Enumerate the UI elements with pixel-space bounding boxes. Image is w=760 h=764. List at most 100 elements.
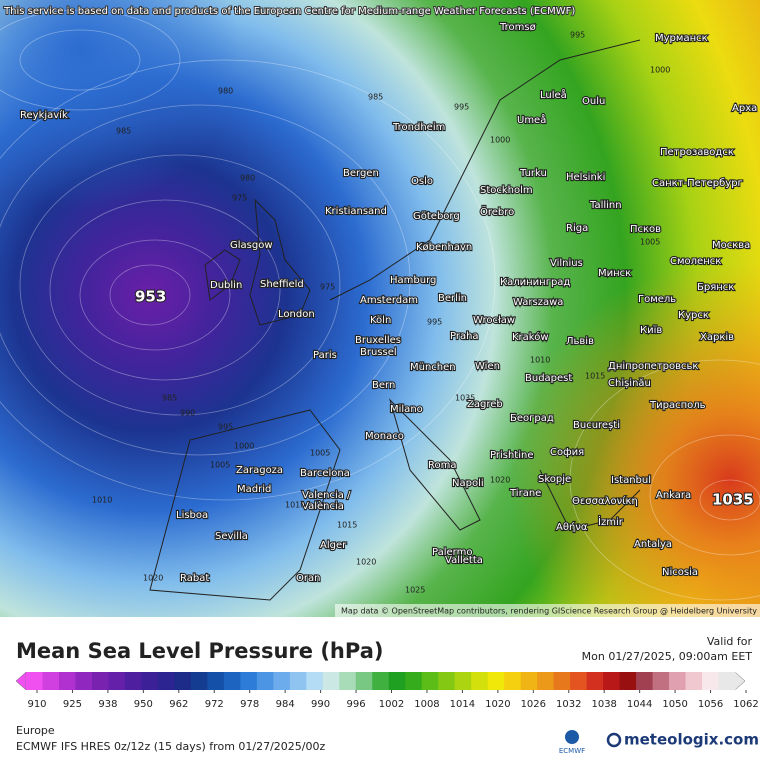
colorbar-tick-label: 1032 — [556, 699, 581, 710]
city-label: Kraków — [512, 331, 549, 343]
pressure-label: 1025 — [405, 586, 425, 595]
color-step — [438, 672, 456, 690]
model-info: ECMWF IFS HRES 0z/12z (15 days) from 01/… — [16, 740, 326, 753]
colorbar-tick-label: 1038 — [591, 699, 616, 710]
city-label: Prishtine — [490, 450, 533, 461]
colorbar-tick-label: 938 — [98, 699, 117, 710]
city-label: Bern — [372, 380, 395, 391]
city-label: Wrocław — [473, 315, 515, 326]
colorbar-tick-label: 1020 — [485, 699, 510, 710]
color-step — [603, 672, 621, 690]
color-step — [652, 672, 670, 690]
color-step — [388, 672, 406, 690]
pressure-label: 995 — [218, 423, 233, 432]
city-label: Örebro — [480, 205, 514, 218]
pressure-label: 1020 — [356, 558, 376, 567]
city-label: Nicosia — [662, 567, 698, 578]
colorbar-tick-label: 1002 — [379, 699, 404, 710]
pressure-label: 975 — [320, 283, 335, 292]
colorbar-tick-label: 1014 — [450, 699, 475, 710]
pressure-label: 1005 — [640, 238, 660, 247]
city-label: Bruxelles — [355, 335, 401, 346]
city-label: Псков — [630, 224, 661, 235]
logo-icon — [565, 730, 579, 744]
color-step — [58, 672, 76, 690]
city-label: Львів — [566, 335, 594, 347]
city-label: Мурманск — [655, 33, 708, 44]
city-label: Milano — [390, 404, 423, 415]
pressure-label: 1000 — [650, 66, 670, 75]
color-step — [487, 672, 505, 690]
city-label: Москва — [712, 240, 750, 251]
color-step — [289, 672, 307, 690]
color-step — [355, 672, 373, 690]
color-step — [718, 672, 736, 690]
pressure-label: 1020 — [143, 574, 163, 583]
city-label: Tromsø — [499, 22, 536, 33]
pressure-label: 1000 — [490, 136, 510, 145]
color-step — [471, 672, 489, 690]
city-label: Amsterdam — [360, 295, 418, 306]
city-label: Київ — [640, 325, 662, 336]
pressure-label: 995 — [454, 103, 469, 112]
color-step — [636, 672, 654, 690]
pressure-label: 1005 — [210, 461, 230, 470]
colorbar-tick-label: 1026 — [521, 699, 546, 710]
color-step — [405, 672, 423, 690]
pressure-label: 985 — [368, 93, 383, 102]
city-label: Antalya — [634, 539, 672, 550]
city-label: Tallinn — [589, 200, 622, 211]
colorbar-tick-label: 950 — [134, 699, 153, 710]
color-step — [586, 672, 604, 690]
pressure-label: 1010 — [530, 356, 550, 365]
pressure-label: 1015 — [585, 372, 605, 381]
city-label: Alger — [320, 540, 347, 551]
colorbar-tick-label: 1056 — [698, 699, 723, 710]
city-label: Петрозаводск — [660, 147, 734, 158]
city-label: Umeå — [517, 113, 546, 126]
color-step — [421, 672, 439, 690]
valid-label: Valid for — [707, 635, 753, 648]
valid-time: Mon 01/27/2025, 09:00am EET — [582, 650, 753, 663]
city-label: Sheffield — [260, 279, 304, 290]
city-label: Valencia / — [302, 490, 351, 501]
city-label: Luleå — [540, 88, 567, 101]
city-label: Oran — [296, 573, 320, 584]
color-step — [273, 672, 291, 690]
colorbar-tick-label: 1062 — [733, 699, 758, 710]
city-label: Reykjavík — [20, 109, 68, 121]
color-step — [91, 672, 109, 690]
pressure-label: 985 — [162, 394, 177, 403]
city-label: Минск — [598, 268, 631, 279]
notice: This service is based on data and produc… — [3, 6, 575, 17]
color-step — [339, 672, 357, 690]
city-label: London — [278, 309, 315, 320]
color-step — [42, 672, 60, 690]
city-label: Köln — [370, 315, 391, 326]
color-step — [372, 672, 390, 690]
colorbar-arrow — [15, 671, 27, 691]
color-step — [223, 672, 241, 690]
city-label: București — [573, 420, 620, 431]
city-label: Zaragoza — [236, 465, 283, 476]
color-step — [108, 672, 126, 690]
city-label: Курск — [678, 310, 709, 321]
city-label: Valletta — [445, 555, 483, 566]
color-step — [26, 672, 43, 690]
color-step — [685, 672, 703, 690]
city-label: Bergen — [343, 168, 379, 179]
colorbar-tick-label: 910 — [27, 699, 46, 710]
city-label: Riga — [566, 223, 588, 234]
city-label: Praha — [450, 331, 479, 342]
city-label: Kristiansand — [325, 206, 387, 217]
pressure-label: 980 — [240, 174, 255, 183]
color-step — [207, 672, 225, 690]
city-label: Арха — [732, 103, 757, 114]
pressure-label: 975 — [232, 194, 247, 203]
city-label: Berlin — [438, 293, 467, 304]
city-label: Ankara — [656, 490, 691, 501]
region: Europe — [16, 724, 55, 737]
city-label: Wien — [475, 361, 500, 372]
city-label: Rabat — [180, 573, 209, 584]
